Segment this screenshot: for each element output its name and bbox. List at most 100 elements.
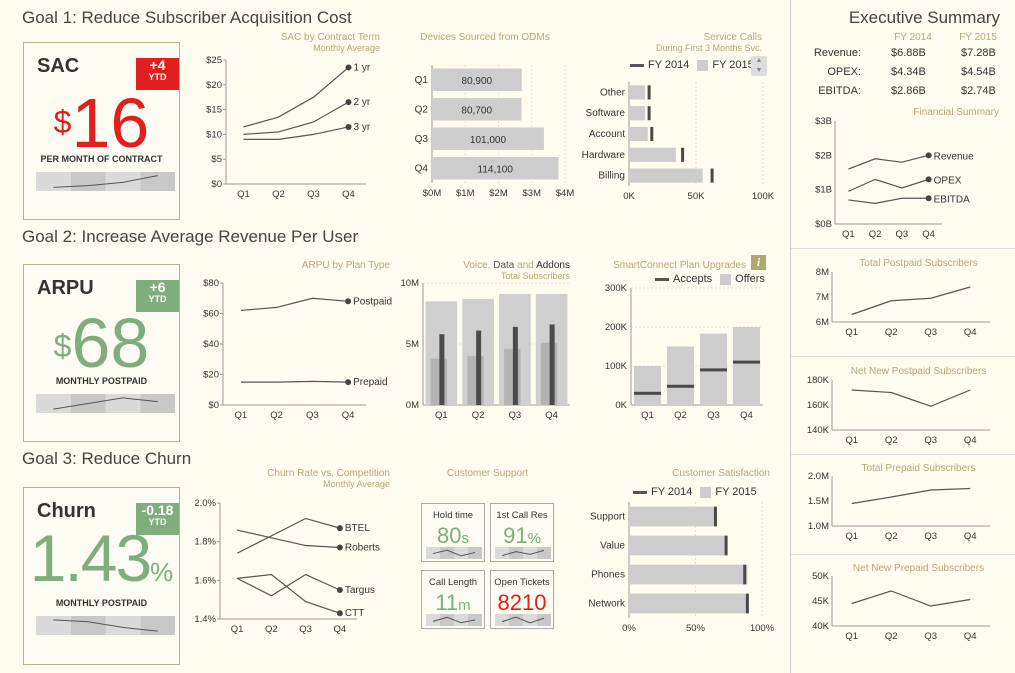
bar-marker: [650, 126, 654, 142]
total-prepaid-chart[interactable]: 1.0M 1.5M 2.0M Q1 Q2 Q3 Q4: [792, 470, 1002, 548]
row-label: OPEX:: [827, 66, 861, 78]
arpu-card[interactable]: ARPU +6 YTD $68 MONTHLY POSTPAID: [23, 264, 180, 442]
series-end-point: [336, 525, 343, 532]
series-label: Targus: [345, 585, 375, 596]
series-line: [851, 487, 971, 505]
bar-marker: [681, 147, 685, 162]
y-tick-label: Other: [600, 87, 626, 98]
exec-col-b: FY 2015: [959, 32, 997, 43]
chart-title: Churn Rate vs. Competition: [267, 468, 390, 479]
spark-band: [140, 394, 175, 413]
voice-data-chart[interactable]: 0M 5M 10M Q1 Q2 Q3 Q4: [390, 275, 580, 425]
row-b: $2.74B: [961, 85, 996, 97]
x-tick-label: Q1: [435, 410, 448, 421]
x-tick-label: Q4: [964, 327, 977, 338]
sparkline: [432, 549, 476, 557]
x-tick-label: Q3: [307, 189, 320, 200]
service-legend: FY 2014 FY 2015: [630, 59, 754, 71]
x-tick-label: Q2: [270, 410, 283, 421]
series-end-point: [345, 99, 352, 106]
sac-card[interactable]: SAC +4 YTD $16 PER MONTH OF CONTRACT: [23, 42, 180, 220]
series-line: [848, 178, 929, 192]
title-voice: Voice,: [463, 260, 494, 271]
exec-divider: [791, 356, 1015, 357]
badge-value: +6: [149, 279, 166, 295]
y-tick-label: Phones: [591, 570, 625, 581]
support-box-tickets[interactable]: Open Tickets 8210: [490, 570, 554, 629]
bar-marker: [743, 564, 747, 585]
legend-scroll-icon[interactable]: ▲ ▼: [751, 56, 767, 76]
support-box-hold[interactable]: Hold time 80s: [421, 503, 485, 562]
sac-term-chart[interactable]: $0 $5 $10 $15 $20 $25 Q1 Q2 Q3 Q4 1 yr 2 yr 3 yr: [190, 52, 400, 207]
x-tick-label: 0K: [623, 191, 635, 202]
x-tick-label: 0%: [622, 623, 636, 634]
exec-divider: [791, 554, 1015, 555]
x-tick-label: 100K: [752, 191, 775, 202]
kpi-number: 16: [71, 84, 150, 162]
total-postpaid-chart[interactable]: 6M 7M 8M Q1 Q2 Q3 Q4: [792, 266, 1002, 348]
odm-chart[interactable]: $0M $1M $2M $3M $4M Q1 80,900 Q2 80,700 Q3 101,000…: [405, 55, 585, 210]
support-box-firstcall[interactable]: 1st Call Res 91%: [490, 503, 554, 562]
box-number: 8210: [497, 590, 547, 615]
data-label: 80,700: [461, 105, 492, 116]
spark-band: [454, 614, 468, 626]
legend-line: [655, 277, 669, 281]
spark-band: [105, 616, 141, 635]
chart-title: Service Calls: [703, 32, 762, 43]
y-tick-label: $0: [208, 400, 219, 411]
y-tick-label: 1.8%: [194, 537, 216, 548]
net-postpaid-chart[interactable]: 140K 160K 180K Q1 Q2 Q3 Q4: [792, 374, 1002, 450]
y-tick-label: 40K: [812, 621, 830, 632]
spark-band: [537, 614, 551, 626]
x-tick-label: Q1: [237, 189, 250, 200]
y-tick-label: $80: [203, 278, 219, 289]
arpu-plan-chart[interactable]: $0 $20 $40 $60 $80 Q1 Q2 Q3 Q4 Postpaid Prepaid: [190, 275, 400, 425]
chart-subtitle: Monthly Average: [313, 43, 380, 53]
series-line: [848, 154, 929, 170]
y-tick-label: 10M: [401, 278, 420, 289]
box-value: 8210: [491, 590, 553, 616]
spark-band: [70, 172, 106, 191]
y-tick-label: $25: [206, 55, 222, 66]
legend-a: FY 2014: [651, 486, 693, 498]
title-data: Data: [493, 260, 515, 271]
series-line: [240, 297, 349, 312]
x-tick-label: $4M: [556, 188, 575, 199]
x-tick-label: Q1: [641, 410, 654, 421]
row-a: $2.86B: [891, 85, 926, 97]
smart-upgrades-chart[interactable]: 0K 100K 200K 300K Q1 Q2 Q3 Q4: [585, 280, 775, 425]
chart-subtitle: Total Subscribers: [500, 271, 570, 281]
kpi-prefix: $: [53, 328, 72, 364]
support-box-calllength[interactable]: Call Length 11m: [421, 570, 485, 629]
x-tick-label: Q1: [235, 410, 248, 421]
kpi-value: 1.43%: [24, 520, 179, 596]
legend-b: Offers: [735, 273, 765, 285]
kpi-caption: MONTHLY POSTPAID: [55, 376, 148, 386]
x-tick-label: Q1: [845, 631, 858, 642]
y-tick-label: 180K: [807, 375, 830, 386]
series-end-point: [925, 195, 932, 202]
churn-comp-chart[interactable]: 1.4% 1.6% 1.8% 2.0% Q1 Q2 Q3 Q4 BTEL Roberts Targu…: [185, 495, 400, 645]
financial-summary-chart[interactable]: $0B $1B $2B $3B Q1 Q2 Q3 Q4 Revenue OPEX EBITDA: [792, 116, 1002, 246]
series-label: Prepaid: [353, 377, 387, 388]
churn-card[interactable]: Churn -0.18 YTD 1.43% MONTHLY POSTPAID: [23, 487, 180, 665]
x-tick-label: Q2: [885, 631, 898, 642]
y-tick-label: 0K: [615, 400, 627, 411]
series-line: [236, 517, 341, 554]
series-end-point: [345, 298, 352, 305]
net-prepaid-chart[interactable]: 40K 45K 50K Q1 Q2 Q3 Q4: [792, 570, 1002, 650]
spark-band: [468, 547, 482, 559]
bar-offers: [633, 366, 662, 405]
kpi-caption: PER MONTH OF CONTRACT: [40, 154, 163, 164]
service-calls-chart[interactable]: 0K 50K 100K Other Software Account Hardware Bil…: [570, 78, 780, 208]
x-tick-label: Q4: [964, 631, 977, 642]
csat-chart[interactable]: 0% 50% 100% Support Value Phones Network: [570, 498, 780, 648]
x-tick-label: Q3: [509, 410, 522, 421]
y-tick-label: Support: [590, 512, 625, 523]
info-icon[interactable]: i: [751, 255, 766, 270]
series-end-point: [925, 176, 932, 183]
badge-value: +4: [149, 57, 166, 73]
box-unit: m: [458, 597, 471, 614]
chart-subtitle: During First 3 Months Svc.: [655, 43, 762, 53]
goal1-title: Goal 1: Reduce Subscriber Acquisition Co…: [22, 8, 352, 27]
